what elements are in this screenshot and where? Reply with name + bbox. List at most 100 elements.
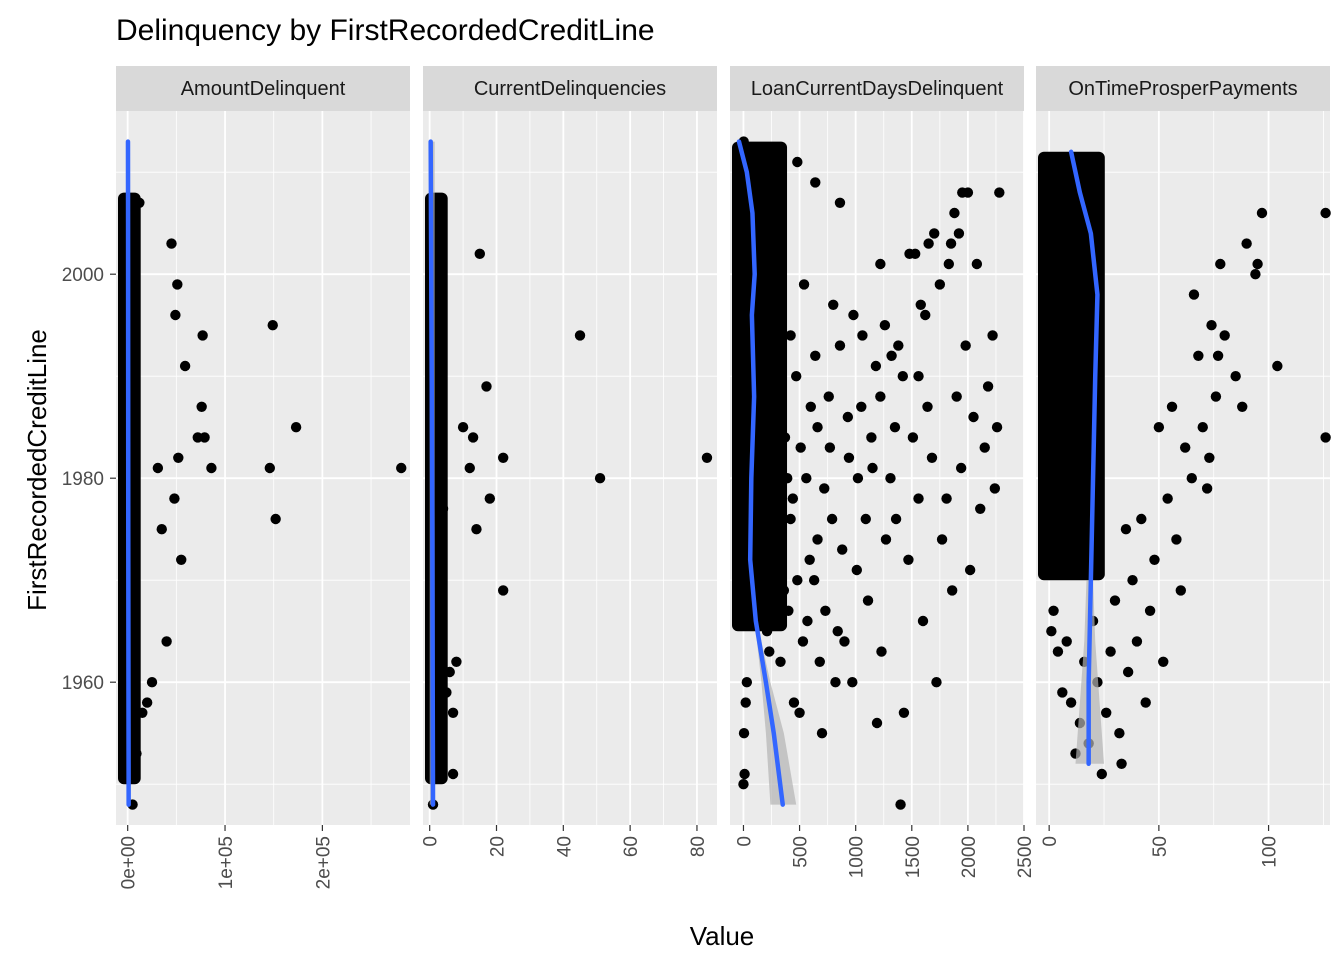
scatter-point xyxy=(792,156,803,168)
x-tick-label: 2000 xyxy=(959,836,980,878)
scatter-point xyxy=(931,677,942,688)
scatter-point xyxy=(968,411,979,423)
x-tick-label: 2e+05 xyxy=(313,836,334,889)
scatter-point xyxy=(1272,360,1283,372)
scatter-point xyxy=(943,258,955,270)
x-tick-label: 40 xyxy=(554,836,575,857)
y-tick-label: 2000 xyxy=(62,265,104,286)
scatter-point xyxy=(816,728,828,739)
scatter-point xyxy=(447,768,459,780)
scatter-point xyxy=(934,279,946,290)
scatter-point xyxy=(197,330,208,341)
scatter-point xyxy=(951,391,962,402)
scatter-point xyxy=(1162,493,1173,504)
scatter-point xyxy=(1131,636,1143,647)
scatter-point xyxy=(484,493,496,504)
scatter-point xyxy=(594,473,606,484)
scatter-point xyxy=(437,503,449,514)
x-tick-label: 60 xyxy=(621,836,642,857)
scatter-point xyxy=(264,462,276,474)
scatter-point xyxy=(785,513,796,525)
x-tick-label: 0 xyxy=(1040,836,1061,847)
scatter-point xyxy=(497,585,509,596)
scatter-point xyxy=(964,564,976,576)
scatter-point xyxy=(1206,320,1217,331)
scatter-point xyxy=(738,779,749,790)
scatter-point xyxy=(467,432,479,443)
scatter-point xyxy=(926,452,938,463)
scatter-point xyxy=(810,350,821,361)
scatter-point xyxy=(847,677,858,688)
scatter-point xyxy=(1065,697,1077,708)
x-tick-label: 1e+05 xyxy=(216,836,237,889)
scatter-point xyxy=(828,299,839,310)
x-tick-label: 50 xyxy=(1150,836,1171,857)
scatter-point xyxy=(879,320,891,331)
scatter-point xyxy=(738,728,750,739)
scatter-point xyxy=(574,330,586,341)
scatter-point xyxy=(267,320,278,331)
scatter-point xyxy=(922,401,933,412)
scatter-point xyxy=(842,411,854,423)
scatter-point xyxy=(137,707,148,718)
scatter-point xyxy=(481,381,492,392)
dense-point-cluster xyxy=(1038,151,1105,581)
scatter-point xyxy=(760,493,772,504)
scatter-point xyxy=(751,483,763,494)
x-tick-label: 0 xyxy=(734,836,755,847)
scatter-point xyxy=(834,340,846,351)
scatter-point xyxy=(771,309,783,321)
scatter-point xyxy=(1144,605,1156,616)
scatter-point xyxy=(785,330,796,341)
scatter-point xyxy=(913,371,924,382)
scatter-point xyxy=(172,279,183,290)
scatter-point xyxy=(1149,554,1160,565)
scatter-point xyxy=(152,462,164,474)
scatter-point xyxy=(441,687,452,698)
scatter-point xyxy=(814,656,825,667)
scatter-point xyxy=(1114,728,1125,739)
scatter-point xyxy=(1320,432,1331,443)
facet-strip xyxy=(1036,66,1330,111)
scatter-point xyxy=(161,636,172,647)
scatter-point xyxy=(1166,401,1178,412)
x-tick-label: 0e+00 xyxy=(119,836,140,889)
scatter-point xyxy=(1252,258,1263,270)
scatter-point xyxy=(1230,371,1241,382)
scatter-point xyxy=(805,401,816,412)
scatter-point xyxy=(1256,207,1268,219)
scatter-point xyxy=(179,360,191,372)
facet-strip xyxy=(116,66,410,111)
scatter-point xyxy=(768,564,779,576)
scatter-point xyxy=(779,432,791,443)
scatter-point xyxy=(270,513,281,525)
facet-AmountDelinquent: AmountDelinquent 0e+00 1e+05 2e+05 xyxy=(116,66,410,889)
scatter-point xyxy=(783,605,794,616)
scatter-point xyxy=(875,258,886,270)
scatter-point xyxy=(1057,687,1068,698)
scatter-point xyxy=(975,503,986,514)
scatter-point xyxy=(917,615,929,627)
scatter-point xyxy=(812,534,823,545)
scatter-point xyxy=(862,595,874,606)
scatter-point xyxy=(758,360,769,372)
scatter-point xyxy=(1120,524,1132,535)
scatter-point xyxy=(457,422,469,433)
scatter-point xyxy=(1210,391,1222,402)
scatter-point xyxy=(1153,422,1165,433)
scatter-point xyxy=(1171,534,1182,545)
scatter-point xyxy=(739,768,750,780)
scatter-point xyxy=(941,493,952,504)
facet-strip-label: LoanCurrentDaysDelinquent xyxy=(751,78,1004,100)
scatter-point xyxy=(915,299,926,310)
x-tick-label: 500 xyxy=(791,836,812,868)
scatter-point xyxy=(867,462,878,474)
scatter-point xyxy=(775,167,786,178)
scatter-point xyxy=(1096,768,1108,780)
scatter-point xyxy=(920,309,931,321)
scatter-point xyxy=(913,493,924,504)
scatter-point xyxy=(1193,350,1204,361)
x-tick-label: 1500 xyxy=(903,836,924,878)
scatter-point xyxy=(1186,473,1197,484)
scatter-point xyxy=(447,707,459,718)
